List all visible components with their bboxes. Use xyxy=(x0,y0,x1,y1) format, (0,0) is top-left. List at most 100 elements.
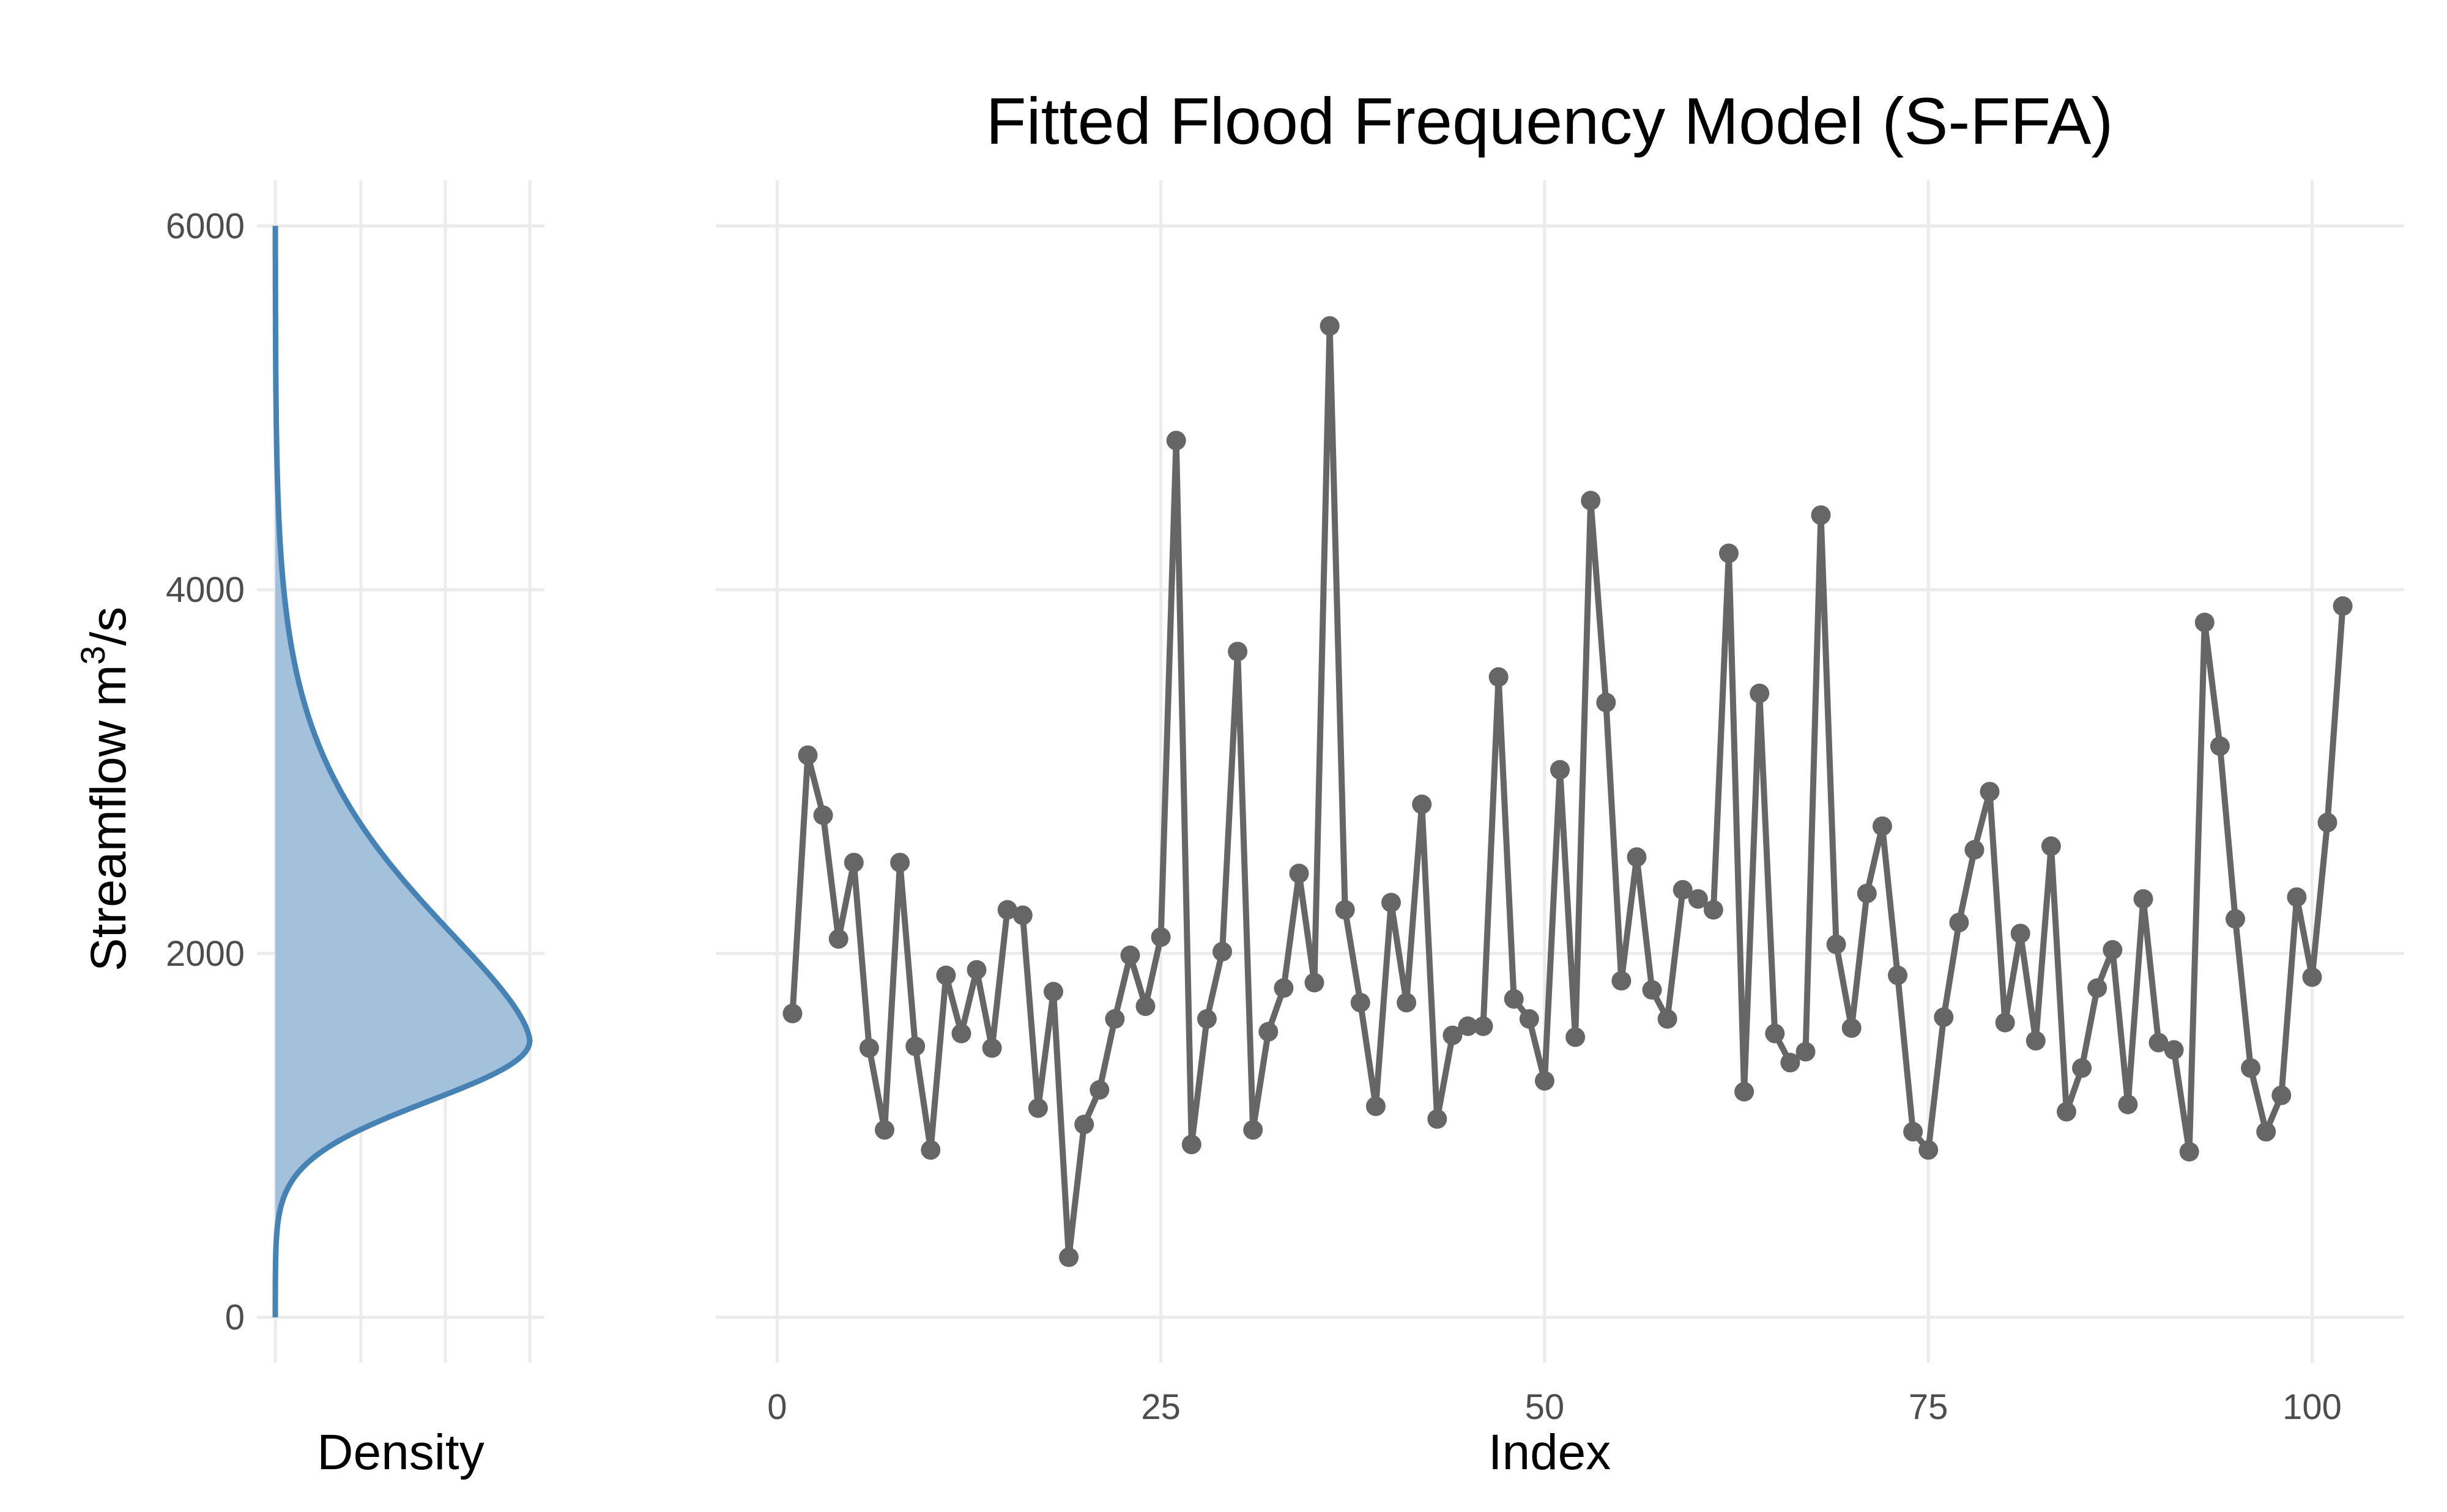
streamflow-data-point xyxy=(967,960,987,980)
series-panel-grid xyxy=(716,180,2404,1363)
streamflow-data-point xyxy=(1427,1109,1447,1129)
streamflow-data-point xyxy=(2271,1085,2292,1105)
streamflow-data-point xyxy=(2194,612,2215,632)
streamflow-data-point xyxy=(1857,883,1877,903)
streamflow-data-point xyxy=(951,1023,971,1043)
streamflow-data-point xyxy=(1688,889,1708,909)
streamflow-data-point xyxy=(1197,1009,1217,1029)
streamflow-data-point xyxy=(1795,1042,1816,1062)
series-x-axis-title: Index xyxy=(1488,1425,1611,1480)
streamflow-data-point xyxy=(905,1036,926,1056)
x-tick-label: 75 xyxy=(1909,1387,1948,1427)
streamflow-data-point xyxy=(1750,683,1770,703)
streamflow-data-point xyxy=(828,929,848,949)
streamflow-data-point xyxy=(1980,782,2000,802)
streamflow-data-point xyxy=(1934,1007,1954,1027)
streamflow-data-point xyxy=(1074,1114,1094,1135)
streamflow-data-point xyxy=(1627,847,1647,867)
y-tick-label: 0 xyxy=(225,1298,245,1338)
streamflow-data-point xyxy=(1903,1122,1923,1142)
streamflow-data-point xyxy=(936,965,956,985)
streamflow-data-point xyxy=(1320,316,1340,336)
streamflow-data-point xyxy=(1949,913,1969,933)
series-panel-marks xyxy=(782,316,2353,1267)
streamflow-data-point xyxy=(1719,543,1739,563)
streamflow-data-point xyxy=(2133,889,2153,909)
y-tick-label: 6000 xyxy=(166,206,245,246)
density-curve xyxy=(272,226,533,1317)
streamflow-data-point xyxy=(1304,973,1324,993)
streamflow-data-point xyxy=(1365,1096,1386,1116)
streamflow-data-point xyxy=(1872,816,1892,836)
streamflow-data-point xyxy=(2210,736,2230,756)
streamflow-data-point xyxy=(1012,905,1033,925)
streamflow-data-point xyxy=(1350,993,1370,1013)
streamflow-data-point xyxy=(2072,1058,2092,1078)
y-axis-title-main: Streamflow m xyxy=(81,665,136,971)
streamflow-data-point xyxy=(1166,431,1186,451)
streamflow-data-point xyxy=(2287,887,2307,907)
streamflow-data-point xyxy=(1657,1009,1677,1029)
streamflow-data-point xyxy=(1028,1098,1048,1118)
streamflow-data-point xyxy=(1964,840,1985,860)
streamflow-data-point xyxy=(982,1038,1002,1058)
y-axis-title-superscript: 3 xyxy=(73,646,112,665)
streamflow-series-line xyxy=(789,322,2346,1261)
streamflow-data-point xyxy=(859,1038,879,1058)
streamflow-data-point xyxy=(1181,1135,1201,1155)
streamflow-data-point xyxy=(1734,1081,1754,1102)
streamflow-data-point xyxy=(1888,965,1907,985)
streamflow-data-point xyxy=(997,900,1017,920)
streamflow-data-point xyxy=(1212,941,1232,962)
streamflow-data-point xyxy=(1397,993,1417,1013)
streamflow-data-point xyxy=(1581,491,1601,511)
streamflow-data-point xyxy=(1458,1016,1478,1036)
streamflow-data-point xyxy=(890,853,910,873)
streamflow-data-point xyxy=(844,853,864,873)
density-x-axis-title: Density xyxy=(317,1425,484,1480)
streamflow-data-point xyxy=(1120,945,1140,965)
streamflow-data-point xyxy=(1335,900,1355,920)
x-tick-label: 25 xyxy=(1141,1387,1181,1427)
streamflow-data-point xyxy=(1090,1080,1110,1100)
streamflow-data-point xyxy=(1274,978,1294,998)
streamflow-data-point xyxy=(1258,1021,1279,1042)
streamflow-data-point xyxy=(1289,864,1309,883)
streamflow-data-point xyxy=(1443,1025,1463,1045)
streamflow-data-point xyxy=(921,1140,941,1160)
x-tick-label: 100 xyxy=(2282,1387,2342,1427)
y-tick-label: 4000 xyxy=(166,570,245,610)
streamflow-data-point xyxy=(1135,996,1156,1017)
streamflow-data-point xyxy=(2026,1031,2046,1051)
streamflow-data-point xyxy=(2118,1094,2138,1114)
streamflow-data-point xyxy=(875,1120,894,1140)
x-tick-label: 50 xyxy=(1525,1387,1565,1427)
streamflow-data-point xyxy=(2010,924,2030,944)
streamflow-data-point xyxy=(1381,892,1401,913)
y-tick-label: 2000 xyxy=(166,934,245,974)
chart-title: Fitted Flood Frequency Model (S-FFA) xyxy=(986,84,2114,158)
y-axis-title: Streamflow m3/s xyxy=(73,607,136,971)
streamflow-data-point xyxy=(1059,1247,1079,1267)
streamflow-data-point xyxy=(1534,1071,1554,1091)
streamflow-data-point xyxy=(1780,1053,1800,1073)
streamflow-data-point xyxy=(1596,692,1616,713)
streamflow-data-point xyxy=(1151,927,1171,947)
tick-labels: 0 2000 4000 6000 0 25 50 75 100 xyxy=(166,206,2342,1427)
streamflow-data-point xyxy=(1995,1012,2015,1032)
streamflow-data-point xyxy=(2256,1122,2276,1142)
streamflow-data-point xyxy=(1044,982,1063,1002)
streamflow-data-point xyxy=(813,805,833,825)
streamflow-data-point xyxy=(2226,909,2245,929)
streamflow-data-point xyxy=(782,1004,803,1023)
streamflow-data-point xyxy=(2241,1058,2261,1078)
streamflow-data-point xyxy=(1811,505,1831,525)
streamflow-data-point xyxy=(798,745,818,765)
streamflow-data-point xyxy=(2333,596,2353,616)
streamflow-data-point xyxy=(1611,971,1632,991)
streamflow-data-point xyxy=(1841,1018,1862,1038)
density-area xyxy=(275,226,530,1317)
streamflow-data-point xyxy=(1412,795,1432,814)
streamflow-data-point xyxy=(1504,989,1524,1009)
